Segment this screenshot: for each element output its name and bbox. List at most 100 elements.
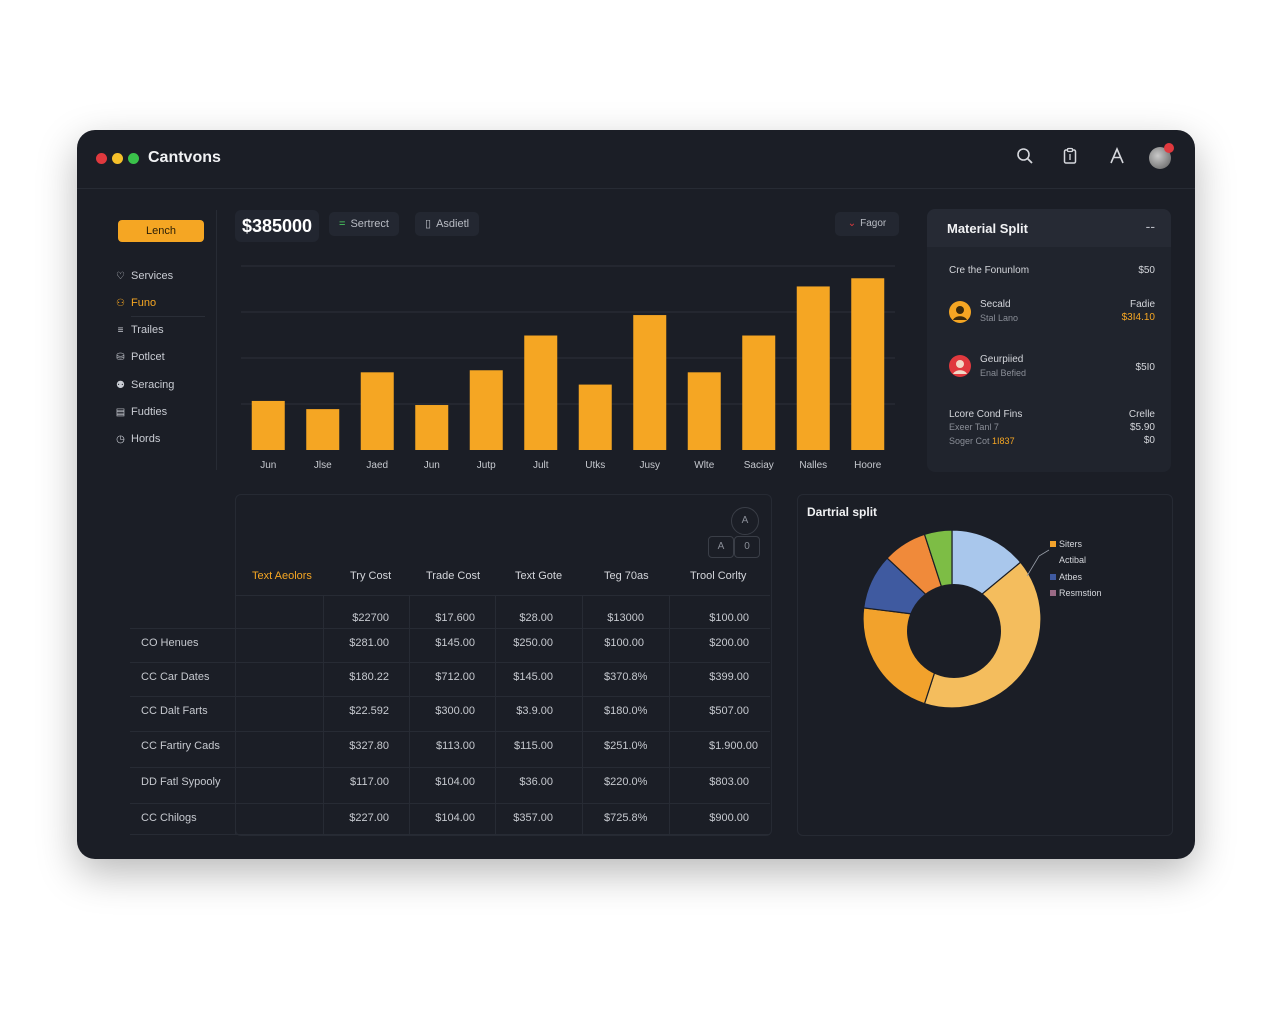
filter-chip[interactable]: ⌄ Fagor	[835, 212, 899, 236]
bar[interactable]	[360, 372, 394, 450]
legend-item: Resmstion	[1050, 588, 1102, 598]
tag-icon: ♡	[116, 270, 125, 282]
minimize-window-button[interactable]	[112, 153, 123, 164]
table-control-a[interactable]: A	[731, 507, 759, 535]
donut-title: Dartrial split	[807, 505, 878, 519]
donut-panel	[797, 494, 1173, 836]
table-divider	[235, 595, 770, 596]
assign-chip[interactable]: ▯ Asdietl	[415, 212, 480, 236]
table-cell: $104.00	[435, 812, 475, 824]
cost-label: Lcore Cond Fins	[949, 409, 1023, 420]
title-bar: Cantvons	[77, 130, 1195, 189]
column-divider	[235, 570, 236, 834]
summary-value: $50	[1138, 265, 1155, 276]
bar[interactable]	[306, 409, 340, 450]
bar[interactable]	[633, 315, 667, 450]
bar[interactable]	[796, 286, 830, 450]
x-tick-label: Jult	[533, 460, 549, 471]
x-tick-label: Jutp	[477, 460, 496, 471]
item-right-value: $3I4.10	[1121, 312, 1155, 323]
table-cell: $399.00	[709, 671, 749, 683]
sidebar-item-label: Trailes	[131, 324, 164, 336]
app-title: Cantvons	[148, 149, 221, 166]
sort-icon: =	[339, 218, 346, 230]
table-cell: $180.0%	[604, 705, 648, 717]
table-cell: $104.00	[435, 776, 475, 788]
table-header: Teg 70as	[604, 570, 649, 582]
table-cell: $803.00	[709, 776, 749, 788]
bar[interactable]	[578, 384, 612, 450]
sidebar-item[interactable]: ≡ Trailes	[115, 321, 164, 339]
column-divider	[669, 595, 670, 834]
row-divider	[130, 628, 770, 629]
sidebar-item[interactable]: ◷ Hords	[115, 430, 160, 448]
table-control-b[interactable]: A	[708, 536, 734, 558]
cost-line3: Soger Cot 1I837	[949, 436, 1015, 446]
maximize-window-button[interactable]	[128, 153, 139, 164]
bar[interactable]	[742, 335, 776, 450]
table-header: Try Cost	[350, 570, 392, 582]
document-icon: ▤	[115, 406, 126, 418]
cost-line2: Exeer Tanl 7	[949, 422, 999, 432]
legend-label: Resmstion	[1059, 588, 1102, 598]
sidebar-item[interactable]: ⚉ Seracing	[115, 376, 174, 394]
table-cell: $113.00	[436, 740, 475, 752]
table-cell: $251.0%	[604, 740, 648, 752]
close-window-button[interactable]	[96, 153, 107, 164]
avatar[interactable]	[1149, 147, 1171, 169]
table-cell: $1.900.00	[709, 740, 758, 752]
cost-line2-value: $5.90	[1129, 422, 1155, 433]
material-split-panel: Material Split -- Cre the Fonunlom $50 S…	[927, 209, 1171, 472]
item-right-label: Fadie	[1129, 299, 1155, 310]
font-icon[interactable]	[1106, 146, 1128, 169]
table-cell: $357.00	[513, 812, 553, 824]
sidebar-divider	[131, 316, 205, 317]
table-cell: $507.00	[709, 705, 749, 717]
legend-label: Actibal	[1059, 555, 1087, 565]
column-divider	[582, 595, 583, 834]
bar[interactable]	[524, 335, 558, 450]
table-row-label: CC Fartiry Cads	[141, 740, 220, 752]
table-control-c[interactable]: 0	[734, 536, 760, 558]
search-icon[interactable]	[1014, 147, 1036, 169]
legend-swatch	[1050, 590, 1056, 596]
table-header: Trade Cost	[426, 570, 481, 582]
bar[interactable]	[687, 372, 721, 450]
bar[interactable]	[251, 400, 285, 450]
avatar	[949, 301, 971, 323]
sort-chip[interactable]: = Sertrect	[329, 212, 399, 236]
item-value: $5I0	[1135, 362, 1155, 373]
table-header: Text Aeolors	[252, 570, 312, 582]
table-row-label: CC Chilogs	[141, 812, 197, 824]
sidebar-item[interactable]: ⚇ Funo	[115, 294, 156, 312]
file-icon: ▯	[425, 218, 432, 230]
table-cell: $327.80	[349, 740, 389, 752]
cost-table	[235, 494, 772, 836]
table-cell: $22700	[352, 612, 389, 624]
item-name: Geurpiied	[980, 354, 1024, 365]
column-divider	[323, 595, 324, 834]
launch-button[interactable]: Lench	[118, 220, 204, 242]
legend-item: Actibal	[1050, 555, 1086, 565]
bar[interactable]	[469, 370, 503, 450]
sidebar-item[interactable]: ⛁ Potlcet	[115, 348, 164, 366]
sidebar-item[interactable]: ♡ Services	[115, 267, 173, 285]
people-icon: ⚉	[116, 379, 125, 391]
user-icon: ⚇	[116, 297, 125, 309]
bar[interactable]	[851, 278, 885, 450]
clock-icon: ◷	[116, 433, 125, 445]
bar[interactable]	[415, 405, 449, 450]
row-divider	[130, 696, 770, 697]
clipboard-icon[interactable]	[1059, 147, 1081, 169]
donut-hole	[907, 584, 1001, 678]
table-cell: $22.592	[349, 705, 389, 717]
sidebar-item-label: Seracing	[131, 379, 175, 391]
legend-swatch	[1050, 557, 1056, 563]
table-cell: $145.00	[435, 637, 475, 649]
column-divider	[495, 595, 496, 834]
x-tick-label: Utks	[585, 460, 605, 471]
sidebar-item[interactable]: ▤ Fudties	[115, 403, 167, 421]
more-icon[interactable]: --	[1145, 218, 1155, 234]
app-window: Cantvons Lench ♡ Services ⚇ Funo ≡ Trailes ⛁ Po…	[77, 130, 1195, 859]
sidebar-item-label: Funo	[131, 297, 157, 309]
